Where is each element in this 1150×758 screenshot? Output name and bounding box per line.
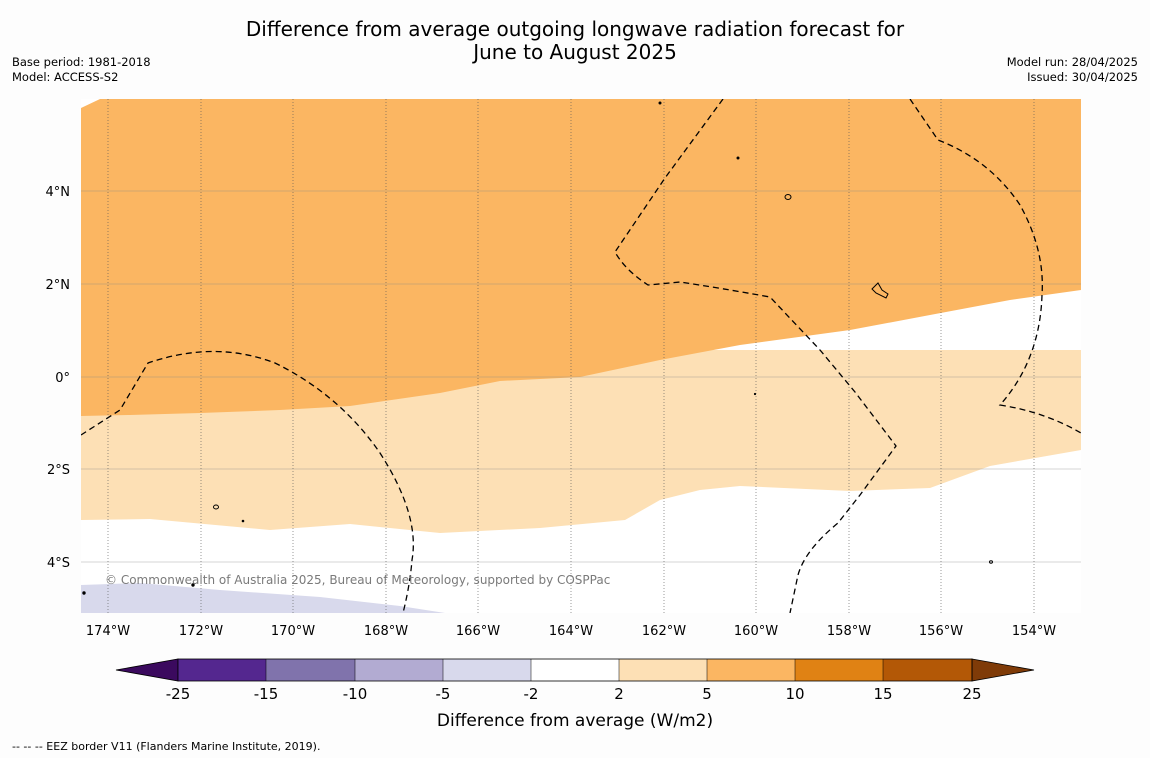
colorbar-segment	[355, 659, 443, 681]
colorbar-outline	[177, 658, 973, 682]
lon-label: 170°W	[271, 624, 315, 639]
islands	[82, 101, 993, 595]
colorbar-tick-label: 15	[873, 685, 892, 703]
colorbar-segment	[531, 659, 619, 681]
eez-legend: -- -- -- EEZ border V11 (Flanders Marine…	[12, 740, 321, 753]
colorbar-segment	[266, 659, 355, 681]
lon-label: 168°W	[364, 624, 408, 639]
run-info: Model run: 28/04/2025 Issued: 30/04/2025	[1007, 55, 1138, 85]
colorbar-segment	[178, 659, 266, 681]
colorbar-segment	[795, 659, 883, 681]
colorbar-tick-label: -15	[254, 685, 279, 703]
model-run-date: Model run: 28/04/2025	[1006, 55, 1138, 69]
latitude-labels: 4°N 2°N 0° 2°S 4°S	[46, 185, 71, 571]
colorbar-segment	[619, 659, 707, 681]
colorbar-tick-label: -10	[343, 685, 368, 703]
lat-label: 4°S	[47, 556, 70, 571]
map-title-line-2: June to August 2025	[473, 40, 677, 64]
lat-label: 4°N	[46, 185, 71, 200]
colorbar: -25 -15 -10 -5 -2 2 5 10 15 25 Differenc…	[115, 658, 1035, 731]
colorbar-segment	[883, 659, 972, 681]
colorbar-tick-label: 2	[614, 685, 624, 703]
lon-label: 162°W	[642, 624, 686, 639]
lon-label: 154°W	[1012, 624, 1056, 639]
model-name: Model: ACCESS-S2	[12, 70, 119, 84]
base-info: Base period: 1981-2018 Model: ACCESS-S2	[12, 55, 151, 85]
eez-borders	[81, 99, 1081, 613]
lon-label: 174°W	[86, 624, 130, 639]
map-panel	[81, 99, 1081, 613]
lat-label: 0°	[55, 371, 70, 386]
colorbar-tick-label: 5	[702, 685, 712, 703]
colorbar-max-extension	[971, 658, 1035, 682]
colorbar-tick-label: 25	[962, 685, 981, 703]
lon-label: 172°W	[179, 624, 223, 639]
map-title: Difference from average outgoing longwav…	[0, 18, 1150, 64]
lon-label: 166°W	[456, 624, 500, 639]
colorbar-tick-label: -25	[166, 685, 191, 703]
light-purple-region	[81, 583, 445, 613]
lon-label: 156°W	[919, 624, 963, 639]
orange-region	[81, 99, 1081, 416]
lon-label: 160°W	[734, 624, 778, 639]
lat-label: 2°N	[46, 278, 71, 293]
colorbar-label: Difference from average (W/m2)	[437, 711, 713, 731]
base-period: Base period: 1981-2018	[12, 55, 151, 69]
colorbar-tick-label: -5	[436, 685, 451, 703]
lon-label: 164°W	[549, 624, 593, 639]
colorbar-segment	[707, 659, 795, 681]
colorbar-min-extension	[115, 658, 179, 682]
colorbar-tick-label: 10	[785, 685, 804, 703]
latitude-gridlines	[81, 190, 1081, 563]
colorbar-tick-label: -2	[524, 685, 539, 703]
lon-label: 158°W	[827, 624, 871, 639]
lat-label: 2°S	[47, 463, 70, 478]
colorbar-segment	[443, 659, 531, 681]
issued-date: Issued: 30/04/2025	[1027, 70, 1138, 84]
longitude-labels: 174°W 172°W 170°W 168°W 166°W 164°W 162°…	[86, 624, 1056, 639]
map-title-line-1: Difference from average outgoing longwav…	[245, 17, 905, 41]
copyright-notice: © Commonwealth of Australia 2025, Bureau…	[105, 573, 610, 587]
